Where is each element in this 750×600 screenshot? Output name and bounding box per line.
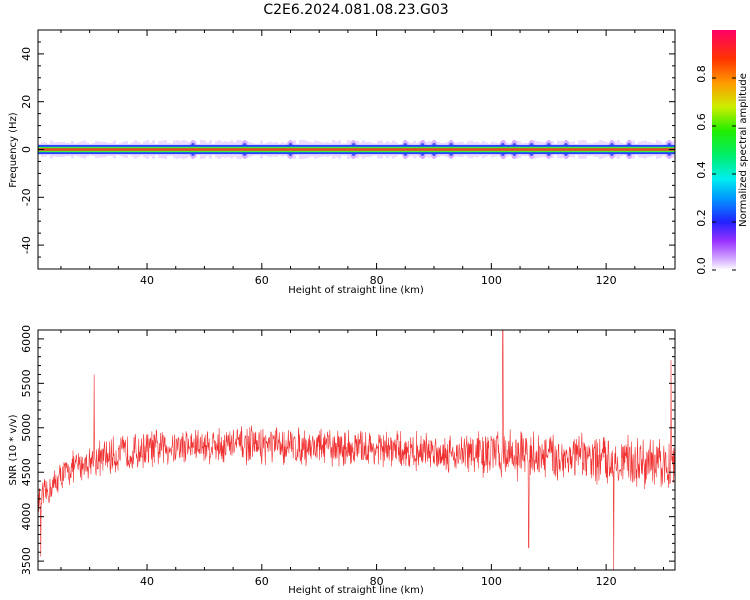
snr-panel: 40 60 80 100 120 3500 4000 4500 5000 5500 6000 He… xyxy=(8,325,676,596)
x-tick-label: 80 xyxy=(370,575,384,588)
y-tick-label: 5000 xyxy=(20,414,33,442)
snr-y-ticks: 3500 4000 4500 5000 5500 6000 xyxy=(20,325,675,575)
x-tick-label: 40 xyxy=(140,274,154,287)
spectrogram-y-ticks: -40 -20 0 20 40 xyxy=(20,29,675,270)
y-tick-label: 6000 xyxy=(20,325,33,353)
snr-series-line xyxy=(38,330,675,570)
x-tick-label: 40 xyxy=(140,575,154,588)
colorbar-tick-label: 0.8 xyxy=(695,65,708,83)
y-tick-label: 40 xyxy=(20,47,33,61)
colorbar-tick-label: 0.0 xyxy=(695,257,708,275)
colorbar-label: Normalized spectral amplitude xyxy=(738,73,749,227)
chart-title: C2E6.2024.081.08.23.G03 xyxy=(263,2,448,18)
x-tick-label: 60 xyxy=(255,274,269,287)
x-tick-label: 80 xyxy=(370,274,384,287)
snr-x-ticks: 40 60 80 100 120 xyxy=(60,330,665,588)
colorbar-tick-label: 0.6 xyxy=(695,113,708,131)
x-tick-label: 60 xyxy=(255,575,269,588)
y-tick-label: 4500 xyxy=(20,458,33,486)
snr-frame xyxy=(37,329,676,571)
spectrogram-x-ticks: 40 60 80 100 120 xyxy=(60,30,665,287)
spectrogram-band xyxy=(38,139,675,160)
snr-y-label: SNR (10 * v/v) xyxy=(8,414,19,485)
spectrogram-x-label: Height of straight line (km) xyxy=(288,285,424,296)
colorbar-gradient xyxy=(712,30,736,270)
y-tick-label: -40 xyxy=(20,236,33,254)
y-tick-label: 0 xyxy=(20,146,33,153)
spectrogram-y-label: Frequency (Hz) xyxy=(8,112,19,188)
y-tick-label: 20 xyxy=(20,95,33,109)
y-tick-label: 5500 xyxy=(20,369,33,397)
colorbar: 0.0 0.2 0.4 0.6 0.8 Normalized spectral ampl… xyxy=(695,30,749,275)
snr-x-label: Height of straight line (km) xyxy=(288,585,424,596)
spectrogram-panel: 40 60 80 100 120 -40 -20 0 20 40 Height of strai… xyxy=(8,29,676,296)
colorbar-tick-label: 0.4 xyxy=(695,161,708,179)
x-tick-label: 120 xyxy=(596,274,617,287)
x-tick-label: 100 xyxy=(481,274,502,287)
y-tick-label: -20 xyxy=(20,188,33,206)
x-tick-label: 120 xyxy=(596,575,617,588)
colorbar-tick-label: 0.2 xyxy=(695,209,708,227)
spectrogram-band-core xyxy=(38,148,675,151)
colorbar-ticks: 0.0 0.2 0.4 0.6 0.8 xyxy=(695,65,736,275)
x-tick-label: 100 xyxy=(481,575,502,588)
y-tick-label: 3500 xyxy=(20,547,33,575)
y-tick-label: 4000 xyxy=(20,503,33,531)
